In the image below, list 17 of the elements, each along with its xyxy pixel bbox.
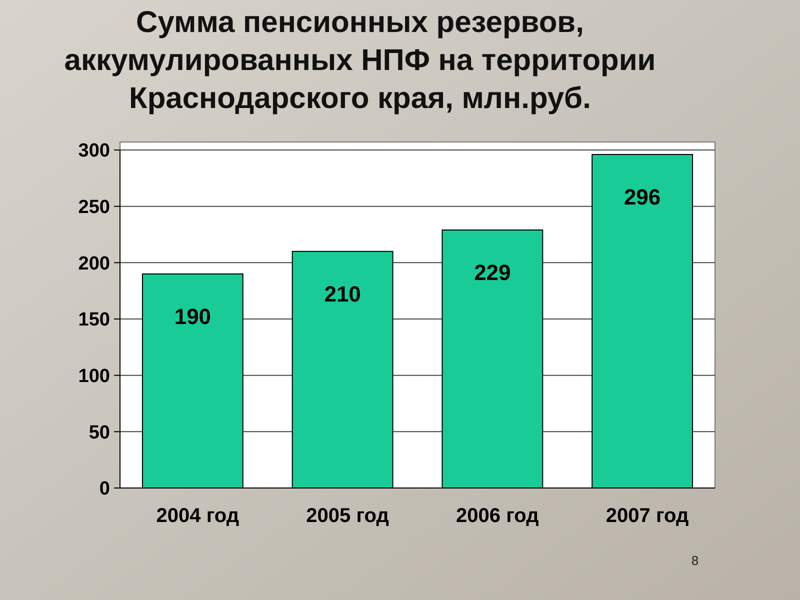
x-tick-label: 2006 год [456,505,540,527]
y-tick-label: 250 [78,196,110,218]
text: 8 [691,553,699,568]
y-tick-label: 200 [78,253,110,274]
data-label: 190 [174,304,212,329]
y-tick-label: 0 [99,478,110,500]
y-tick-label: 50 [88,422,110,444]
x-tick-label: 2007 год [606,505,689,527]
x-tick-label: 2005 год [306,505,390,527]
data-label: 296 [624,184,661,210]
y-tick-label: 300 [78,140,110,162]
y-tick-label: 150 [78,310,110,331]
x-tick-label: 2004 год [156,505,240,527]
chart-title: Сумма пенсионных резервов, аккумулированных НПФ на территории Краснодарского края, млн.руб. [64,6,656,115]
data-label: 229 [474,260,511,285]
data-label: 210 [324,281,361,306]
y-tick-label: 100 [78,366,110,387]
